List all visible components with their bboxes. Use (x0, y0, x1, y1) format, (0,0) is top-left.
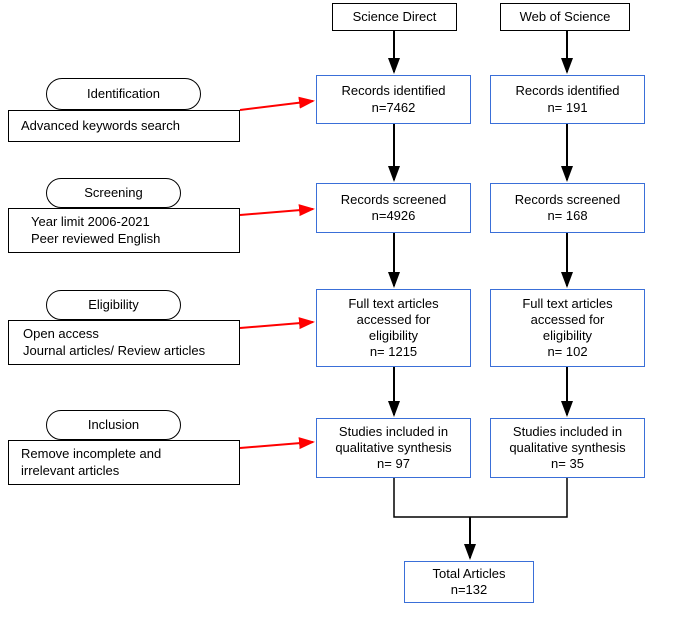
source-sd-label: Science Direct (353, 9, 437, 25)
wos-identified: Records identified n= 191 (490, 75, 645, 124)
phase-identification-label: Identification (46, 78, 201, 110)
total-box: Total Articles n=132 (404, 561, 534, 603)
phase-eligibility-label: Eligibility (46, 290, 181, 320)
phase-screening-label: Screening (46, 178, 181, 208)
phase-identification-desc: Advanced keywords search (8, 110, 240, 142)
phase-inclusion-desc: Remove incomplete and irrelevant article… (8, 440, 240, 485)
source-sd: Science Direct (332, 3, 457, 31)
sd-screened: Records screened n=4926 (316, 183, 471, 233)
wos-eligibility: Full text articles accessed for eligibil… (490, 289, 645, 367)
sd-identified: Records identified n=7462 (316, 75, 471, 124)
phase-screening-desc: Year limit 2006-2021 Peer reviewed Engli… (8, 208, 240, 253)
phase-inclusion-label: Inclusion (46, 410, 181, 440)
sd-eligibility: Full text articles accessed for eligibil… (316, 289, 471, 367)
wos-screened: Records screened n= 168 (490, 183, 645, 233)
source-wos-label: Web of Science (520, 9, 611, 25)
sd-included: Studies included in qualitative synthesi… (316, 418, 471, 478)
wos-included: Studies included in qualitative synthesi… (490, 418, 645, 478)
source-wos: Web of Science (500, 3, 630, 31)
phase-eligibility-desc: Open access Journal articles/ Review art… (8, 320, 240, 365)
